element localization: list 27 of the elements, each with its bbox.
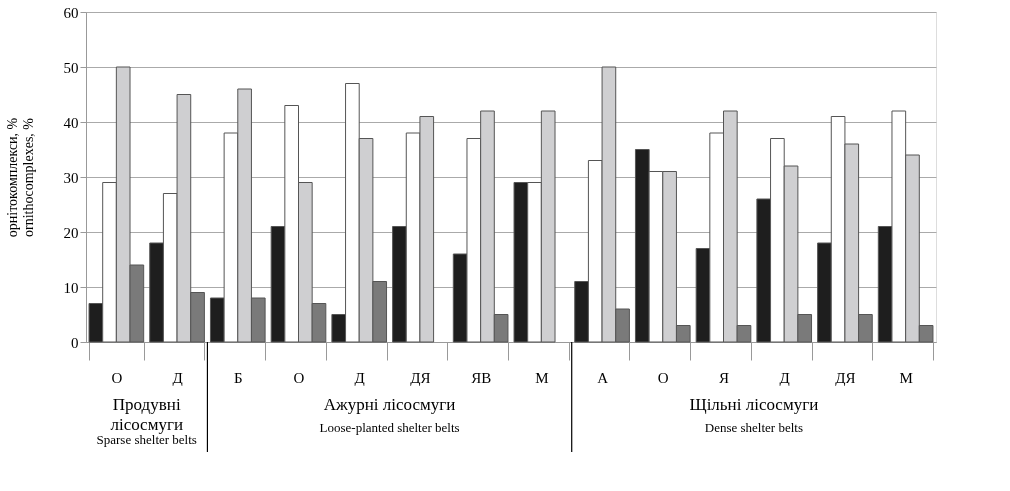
x-tick-label: А [597,369,609,386]
y-tick-label: 40 [63,114,79,131]
x-tick-label: Д [354,369,365,386]
y-tick-label: 0 [71,334,79,351]
x-tick-label: О [657,369,669,386]
x-tick-label: ДЯ [410,369,431,386]
y-tick-label: 20 [63,224,79,241]
x-tick-label: Д [779,369,790,386]
x-tick-label: Б [233,369,243,386]
text: Loose-planted shelter belts [319,420,460,435]
x-tick-label: О [111,369,123,386]
x-tick-label: М [899,369,913,386]
y-tick-label: 10 [63,279,79,296]
x-tick-label: ДЯ [835,369,856,386]
y-axis-title: орнітокомплекси, % ornithocomplexes, % [4,117,36,238]
y-tick-label: 50 [63,59,79,76]
x-tick-label: Д [172,369,183,386]
x-tick-label: ЯВ [471,369,492,386]
text: Dense shelter belts [704,420,803,435]
x-tick-label: Я [718,369,730,386]
text: Ажурні лісосмуги [323,395,456,414]
x-tick-label: О [293,369,305,386]
text: Продувні лісосмуги [110,395,183,434]
y-tick-label: 60 [63,4,79,21]
y-tick-label: 30 [63,169,79,186]
x-tick-label: М [535,369,549,386]
text: Щільні лісосмуги [689,395,819,414]
